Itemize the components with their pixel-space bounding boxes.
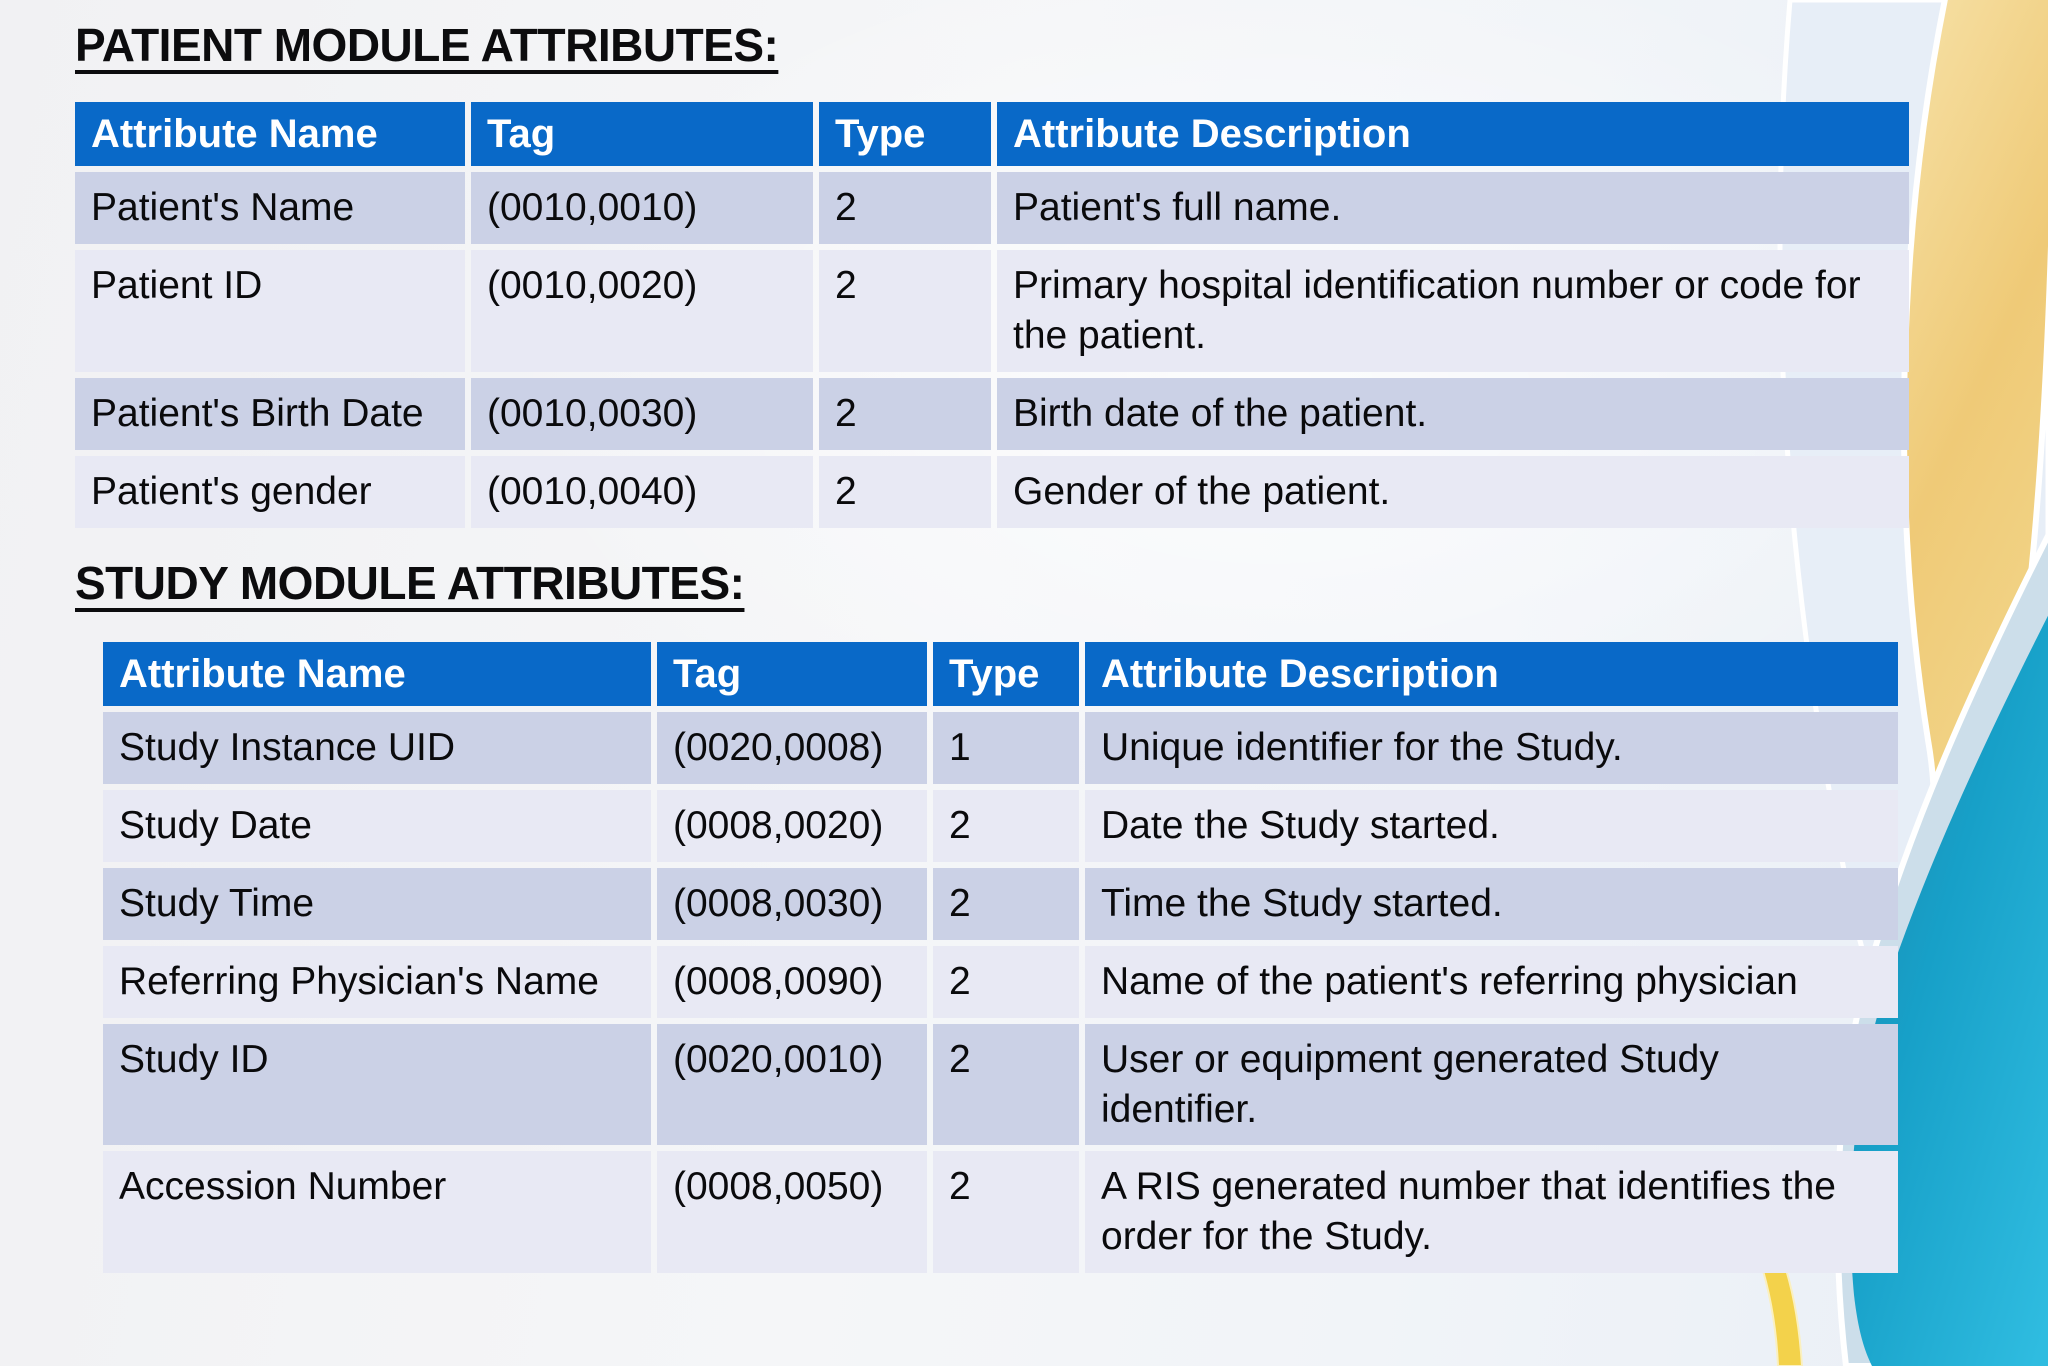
cell-tag: (0008,0030) — [657, 867, 927, 940]
cell-type: 2 — [819, 455, 991, 528]
cell-tag: (0010,0010) — [471, 172, 813, 244]
cell-description: Date the Study started. — [1085, 789, 1898, 862]
cell-tag: (0008,0020) — [657, 789, 927, 862]
cell-tag: (0020,0008) — [657, 712, 927, 784]
cell-type: 2 — [819, 249, 991, 372]
cell-attribute-name: Patient's Name — [75, 172, 465, 244]
patient-table-header-row: Attribute Name Tag Type Attribute Descri… — [75, 102, 1909, 166]
cell-tag: (0010,0040) — [471, 455, 813, 528]
table-row: Patient ID (0010,0020) 2 Primary hospita… — [75, 249, 1909, 372]
study-module-title: STUDY MODULE ATTRIBUTES: — [75, 557, 745, 609]
cell-attribute-name: Study Date — [103, 789, 651, 862]
table-row: Study Date (0008,0020) 2 Date the Study … — [103, 789, 1898, 862]
study-module-table: Attribute Name Tag Type Attribute Descri… — [97, 636, 1904, 1279]
table-row: Accession Number (0008,0050) 2 A RIS gen… — [103, 1151, 1898, 1274]
cell-attribute-name: Study Time — [103, 867, 651, 940]
cell-attribute-name: Study ID — [103, 1023, 651, 1146]
cell-description: Patient's full name. — [997, 172, 1909, 244]
cell-attribute-name: Patient ID — [75, 249, 465, 372]
cell-description: A RIS generated number that identifies t… — [1085, 1151, 1898, 1274]
table-row: Study Instance UID (0020,0008) 1 Unique … — [103, 712, 1898, 784]
header-tag: Tag — [657, 642, 927, 706]
patient-module-table: Attribute Name Tag Type Attribute Descri… — [69, 96, 1915, 534]
cell-description: User or equipment generated Study identi… — [1085, 1023, 1898, 1146]
cell-description: Birth date of the patient. — [997, 377, 1909, 450]
table-row: Patient's gender (0010,0040) 2 Gender of… — [75, 455, 1909, 528]
cell-description: Gender of the patient. — [997, 455, 1909, 528]
table-row: Study ID (0020,0010) 2 User or equipment… — [103, 1023, 1898, 1146]
header-type: Type — [819, 102, 991, 166]
header-attribute-name: Attribute Name — [103, 642, 651, 706]
cell-type: 2 — [933, 945, 1079, 1018]
cell-attribute-name: Accession Number — [103, 1151, 651, 1274]
header-attribute-description: Attribute Description — [1085, 642, 1898, 706]
cell-attribute-name: Patient's gender — [75, 455, 465, 528]
patient-module-title: PATIENT MODULE ATTRIBUTES: — [75, 19, 779, 71]
table-row: Patient's Name (0010,0010) 2 Patient's f… — [75, 172, 1909, 244]
header-tag: Tag — [471, 102, 813, 166]
table-row: Referring Physician's Name (0008,0090) 2… — [103, 945, 1898, 1018]
cell-tag: (0010,0020) — [471, 249, 813, 372]
cell-type: 2 — [933, 867, 1079, 940]
cell-type: 2 — [819, 172, 991, 244]
cell-attribute-name: Study Instance UID — [103, 712, 651, 784]
header-attribute-description: Attribute Description — [997, 102, 1909, 166]
header-type: Type — [933, 642, 1079, 706]
cell-tag: (0008,0050) — [657, 1151, 927, 1274]
cell-description: Unique identifier for the Study. — [1085, 712, 1898, 784]
cell-attribute-name: Patient's Birth Date — [75, 377, 465, 450]
table-row: Patient's Birth Date (0010,0030) 2 Birth… — [75, 377, 1909, 450]
header-attribute-name: Attribute Name — [75, 102, 465, 166]
cell-description: Time the Study started. — [1085, 867, 1898, 940]
cell-attribute-name: Referring Physician's Name — [103, 945, 651, 1018]
cell-type: 2 — [933, 1023, 1079, 1146]
cell-tag: (0010,0030) — [471, 377, 813, 450]
cell-type: 2 — [933, 789, 1079, 862]
cell-description: Name of the patient's referring physicia… — [1085, 945, 1898, 1018]
cell-tag: (0020,0010) — [657, 1023, 927, 1146]
cell-type: 2 — [819, 377, 991, 450]
cell-type: 2 — [933, 1151, 1079, 1274]
table-row: Study Time (0008,0030) 2 Time the Study … — [103, 867, 1898, 940]
cell-tag: (0008,0090) — [657, 945, 927, 1018]
study-table-header-row: Attribute Name Tag Type Attribute Descri… — [103, 642, 1898, 706]
cell-type: 1 — [933, 712, 1079, 784]
cell-description: Primary hospital identification number o… — [997, 249, 1909, 372]
